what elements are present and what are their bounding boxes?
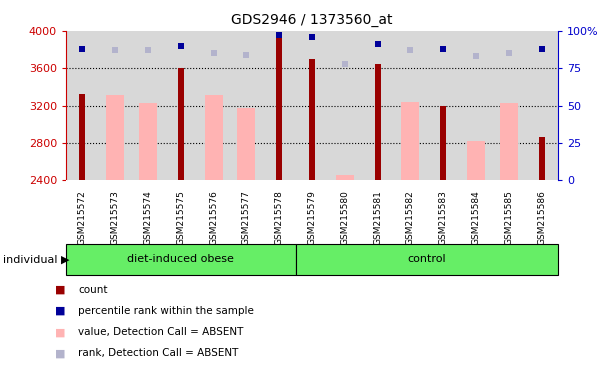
Bar xyxy=(309,59,315,180)
Text: GSM215584: GSM215584 xyxy=(472,190,481,245)
Bar xyxy=(539,137,545,180)
Text: GSM215573: GSM215573 xyxy=(111,190,120,245)
Bar xyxy=(205,95,223,180)
Text: GSM215576: GSM215576 xyxy=(209,190,218,245)
Text: GSM215586: GSM215586 xyxy=(537,190,546,245)
Text: control: control xyxy=(407,254,446,264)
Text: GSM215583: GSM215583 xyxy=(439,190,448,245)
Bar xyxy=(401,102,419,180)
Text: GSM215581: GSM215581 xyxy=(373,190,382,245)
Text: percentile rank within the sample: percentile rank within the sample xyxy=(78,306,254,316)
Title: GDS2946 / 1373560_at: GDS2946 / 1373560_at xyxy=(231,13,393,27)
Text: GSM215579: GSM215579 xyxy=(308,190,317,245)
Text: ■: ■ xyxy=(55,306,65,316)
Text: value, Detection Call = ABSENT: value, Detection Call = ABSENT xyxy=(78,327,244,337)
Text: GSM215572: GSM215572 xyxy=(78,190,87,245)
Text: ■: ■ xyxy=(55,285,65,295)
Text: ■: ■ xyxy=(55,327,65,337)
Text: rank, Detection Call = ABSENT: rank, Detection Call = ABSENT xyxy=(78,348,238,358)
Bar xyxy=(106,95,124,180)
Bar xyxy=(374,65,380,180)
Text: GSM215575: GSM215575 xyxy=(176,190,185,245)
Bar xyxy=(336,175,354,180)
Text: GSM215577: GSM215577 xyxy=(242,190,251,245)
Bar xyxy=(66,244,296,275)
Bar xyxy=(296,244,558,275)
Bar xyxy=(276,36,282,180)
Bar xyxy=(178,68,184,180)
Bar xyxy=(440,106,446,180)
Text: GSM215580: GSM215580 xyxy=(340,190,349,245)
Bar xyxy=(79,94,85,180)
Text: GSM215578: GSM215578 xyxy=(275,190,284,245)
Text: GSM215574: GSM215574 xyxy=(143,190,152,245)
Bar xyxy=(139,103,157,180)
Bar xyxy=(467,141,485,180)
Bar xyxy=(500,103,518,180)
Text: individual ▶: individual ▶ xyxy=(3,254,70,264)
Text: GSM215582: GSM215582 xyxy=(406,190,415,245)
Text: diet-induced obese: diet-induced obese xyxy=(127,254,234,264)
Text: count: count xyxy=(78,285,107,295)
Text: GSM215585: GSM215585 xyxy=(504,190,513,245)
Bar xyxy=(238,108,256,180)
Text: ■: ■ xyxy=(55,348,65,358)
